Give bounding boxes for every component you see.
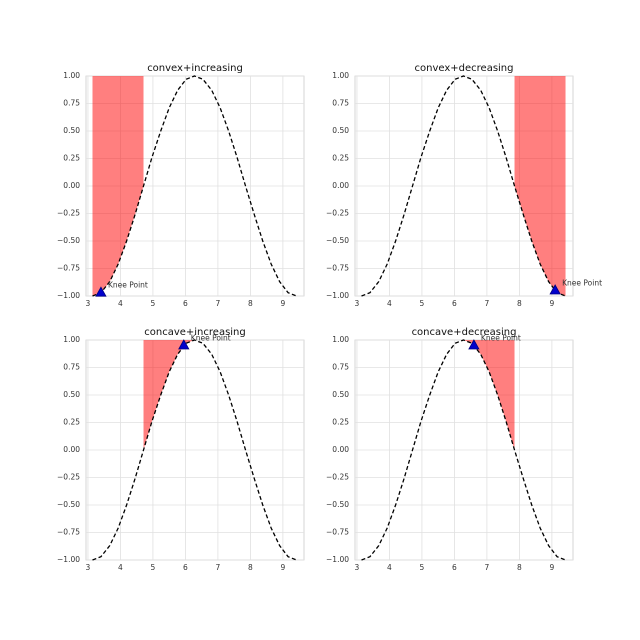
x-tick-label: 4	[118, 299, 123, 308]
knee-label: Knee Point	[108, 281, 148, 290]
y-tick-label: −0.25	[57, 209, 80, 218]
y-tick-label: −0.75	[57, 528, 80, 537]
knee-label: Knee Point	[191, 334, 231, 343]
x-tick-label: 7	[485, 563, 490, 572]
y-tick-label: 1.00	[63, 71, 80, 80]
x-tick-label: 5	[151, 563, 156, 572]
y-tick-label: −0.25	[326, 209, 349, 218]
fill-region	[92, 76, 144, 296]
y-tick-label: 0.50	[332, 390, 349, 399]
x-tick-label: 6	[183, 299, 188, 308]
knee-marker	[468, 339, 480, 350]
x-tick-label: 6	[452, 563, 457, 572]
knee-marker	[549, 284, 561, 295]
y-tick-label: 1.00	[332, 335, 349, 344]
fill-region	[143, 340, 195, 450]
subplot: 3 4 5 6 7 8 9 −1.00 −0.75 −0.50 −0.25 0.00 0.25 0.50 0…	[57, 63, 305, 308]
y-tick-label: 0.50	[63, 126, 80, 135]
y-tick-label: −0.50	[57, 500, 80, 509]
x-tick-label: 5	[151, 299, 156, 308]
x-tick-label: 5	[420, 563, 425, 572]
y-tick-label: 0.25	[332, 418, 349, 427]
y-tick-label: 0.00	[332, 181, 349, 190]
knee-label: Knee Point	[562, 279, 602, 288]
chart-title: convex+increasing	[147, 63, 243, 74]
y-tick-label: 0.75	[63, 363, 80, 372]
y-tick-label: 0.00	[63, 445, 80, 454]
x-tick-label: 7	[485, 299, 490, 308]
y-tick-label: 0.75	[332, 99, 349, 108]
x-tick-label: 8	[517, 563, 522, 572]
x-tick-label: 5	[420, 299, 425, 308]
x-tick-label: 3	[86, 299, 91, 308]
curve	[92, 339, 297, 561]
subplot: 3 4 5 6 7 8 9 −1.00 −0.75 −0.50 −0.25 0.00 0.25 0.50 0…	[326, 63, 602, 308]
fill-region	[514, 76, 566, 296]
y-tick-label: 0.00	[332, 445, 349, 454]
x-tick-label: 6	[183, 563, 188, 572]
x-tick-label: 8	[248, 299, 253, 308]
y-tick-label: 0.75	[332, 363, 349, 372]
x-tick-label: 4	[387, 299, 392, 308]
x-tick-label: 7	[216, 563, 221, 572]
y-tick-label: −0.75	[57, 264, 80, 273]
y-tick-label: 0.50	[63, 390, 80, 399]
x-tick-label: 4	[387, 563, 392, 572]
y-tick-label: 1.00	[332, 71, 349, 80]
y-tick-label: −0.25	[326, 473, 349, 482]
x-tick-label: 9	[280, 299, 285, 308]
x-tick-label: 6	[452, 299, 457, 308]
y-tick-label: 0.00	[63, 181, 80, 190]
curve	[361, 75, 566, 297]
y-tick-label: −1.00	[57, 555, 80, 564]
x-tick-label: 3	[86, 563, 91, 572]
knee-label: Knee Point	[481, 334, 521, 343]
x-tick-label: 7	[216, 299, 221, 308]
y-tick-label: 0.25	[332, 154, 349, 163]
y-tick-label: −0.75	[326, 264, 349, 273]
y-tick-label: −0.50	[326, 236, 349, 245]
y-tick-label: −0.50	[57, 236, 80, 245]
chart-title: convex+decreasing	[415, 63, 514, 74]
y-tick-label: 0.25	[63, 418, 80, 427]
x-tick-label: 8	[517, 299, 522, 308]
x-tick-label: 8	[248, 563, 253, 572]
curve	[92, 75, 297, 297]
fill-region	[463, 340, 515, 450]
chart-title: concave+increasing	[144, 327, 246, 338]
chart-title: concave+decreasing	[412, 327, 517, 338]
y-tick-label: −0.25	[57, 473, 80, 482]
x-tick-label: 3	[355, 299, 360, 308]
knee-marker	[178, 339, 190, 350]
y-tick-label: −1.00	[326, 291, 349, 300]
x-tick-label: 9	[549, 299, 554, 308]
subplot: 3 4 5 6 7 8 9 −1.00 −0.75 −0.50 −0.25 0.00 0.25 0.50 0…	[57, 327, 305, 572]
x-tick-label: 9	[549, 563, 554, 572]
knee-marker	[95, 286, 107, 297]
x-tick-label: 3	[355, 563, 360, 572]
curve	[361, 339, 566, 561]
y-tick-label: 1.00	[63, 335, 80, 344]
x-tick-label: 9	[280, 563, 285, 572]
y-tick-label: 0.25	[63, 154, 80, 163]
y-tick-label: −0.50	[326, 500, 349, 509]
y-tick-label: −1.00	[57, 291, 80, 300]
subplot: 3 4 5 6 7 8 9 −1.00 −0.75 −0.50 −0.25 0.00 0.25 0.50 0…	[326, 327, 574, 572]
x-tick-label: 4	[118, 563, 123, 572]
y-tick-label: −1.00	[326, 555, 349, 564]
y-tick-label: 0.50	[332, 126, 349, 135]
y-tick-label: 0.75	[63, 99, 80, 108]
y-tick-label: −0.75	[326, 528, 349, 537]
